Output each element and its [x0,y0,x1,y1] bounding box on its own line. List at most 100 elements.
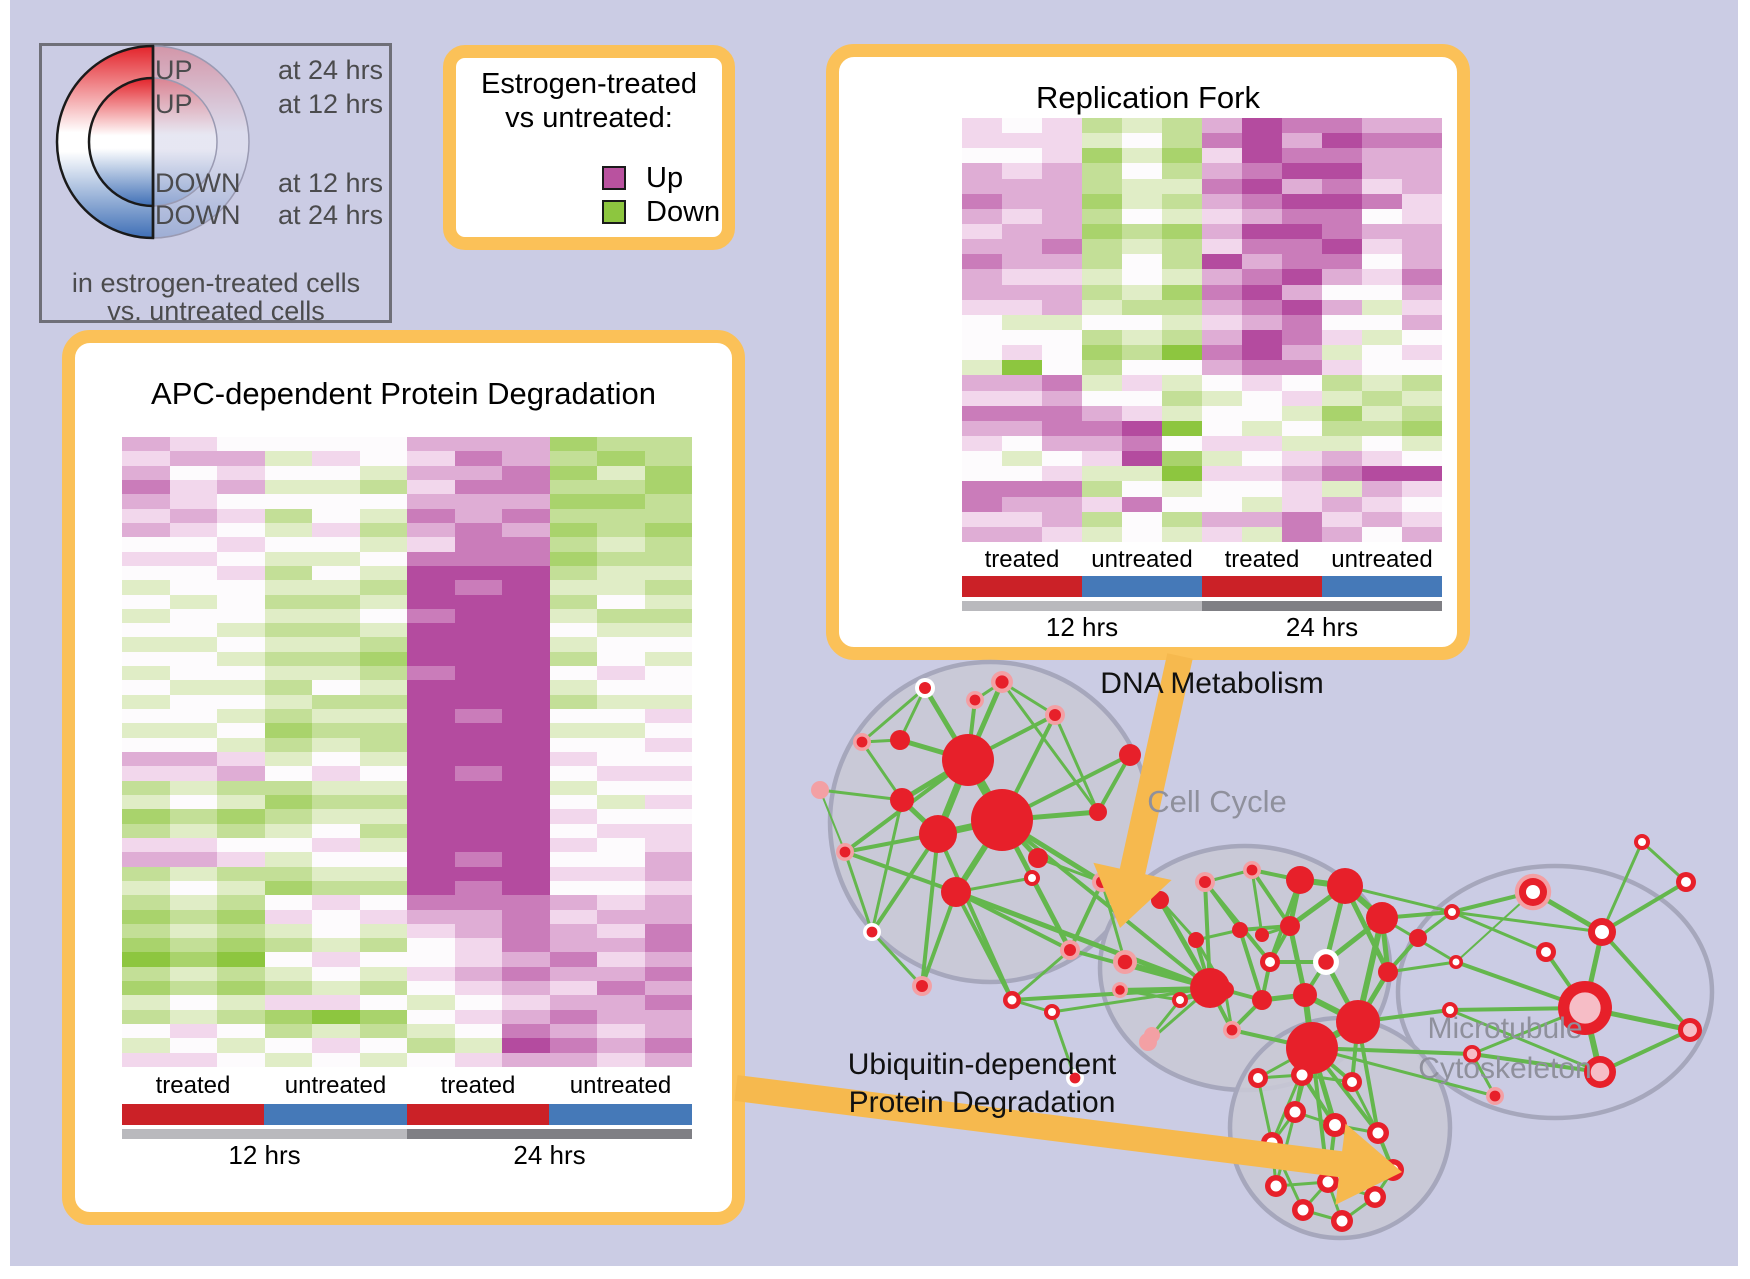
heatmap-cell [312,1038,360,1053]
heatmap-cell [1202,299,1242,315]
heatmap-cell [217,952,265,967]
heatmap-cell [502,1052,550,1067]
heatmap-cell [359,479,407,495]
heatmap-cell [1362,330,1402,346]
heatmap-cell [359,737,407,752]
heatmap-cell [217,479,265,495]
key-dir-down-12: DOWN [155,168,240,198]
heatmap-cell [454,909,502,924]
heatmap-cell [1202,193,1242,209]
heatmap-cell [1042,163,1082,179]
heatmap-cell [1082,420,1122,436]
heatmap-cell [597,437,645,452]
heatmap-cell [962,405,1002,421]
heatmap-cell [359,594,407,609]
heatmap-cell [312,437,360,452]
heatmap-cell [169,479,217,495]
heatmap-cell [1162,330,1202,346]
heatmap-cell [169,981,217,996]
heatmap-cell [1402,299,1442,315]
heatmap-cell [454,1052,502,1067]
heatmap-cell [1082,133,1122,149]
heatmap-cell [1162,284,1202,300]
heatmap-cell [359,895,407,910]
heatmap-cell [264,895,312,910]
heatmap-cell [264,880,312,896]
heatmap-cell [597,623,645,638]
heatmap-cell [454,895,502,910]
heatmap-cell [454,823,502,838]
heatmap-cell [502,551,550,566]
heatmap-cell [1282,451,1322,467]
heatmap-cell [1082,178,1122,194]
heatmap-cell [407,451,455,466]
heatmap-cell [1002,466,1042,482]
heatmap-cell [549,823,597,838]
heatmap-cell [1402,451,1442,467]
heatmap-cell [217,995,265,1010]
heatmap-cell [1042,133,1082,149]
heatmap-cell [549,451,597,466]
heatmap-cell [962,133,1002,149]
heatmap-cell [359,522,407,538]
heatmap-cell [312,766,360,781]
heatmap-cell [1362,163,1402,179]
heatmap-cell [644,752,692,767]
heatmap-cell [454,780,502,795]
heatmap-cell [1362,284,1402,300]
heatmap-cell [454,981,502,996]
heatmap-cell [264,809,312,824]
heatmap-cell [1122,375,1162,391]
heatmap-cell [217,522,265,538]
heatmap-cell [312,752,360,767]
heatmap-cell [1082,224,1122,240]
heatmap-cell [312,666,360,681]
heatmap-cell [549,479,597,495]
heatmap-cell [312,1052,360,1067]
heatmap-cell [359,995,407,1010]
heatmap-cell [407,594,455,609]
heatmap-cell [549,522,597,538]
heatmap-cell [359,565,407,581]
heatmap-cell [407,837,455,853]
heatmap-cell [359,923,407,939]
heatmap-cell [454,809,502,824]
heatmap-cell [1362,481,1402,497]
heatmap-cell [312,580,360,595]
heatmap-cell [1402,511,1442,527]
heatmap-cell [1242,526,1282,542]
heatmap-cell [1122,224,1162,240]
heatmap-cell [962,193,1002,209]
heatmap-cell [962,118,1002,134]
heatmap-cell [359,494,407,509]
heatmap-cell [1402,330,1442,346]
heatmap-cell [1122,345,1162,361]
heatmap-cell [217,637,265,652]
heatmap-cell [454,938,502,953]
heatmap-cell [597,809,645,824]
heatmap-cell [502,451,550,466]
heatmap-cell [1202,330,1242,346]
heatmap-cell [1122,390,1162,406]
heatmap-cell [502,837,550,853]
heatmap-cell [312,895,360,910]
heatmap-cell [217,694,265,710]
heatmap-cell [217,451,265,466]
key-footer-line1: in estrogen-treated cells [72,268,360,298]
heatmap-cell [264,580,312,595]
heatmap-cell [122,666,170,681]
heatmap-cell [502,522,550,538]
heatmap-cell [644,594,692,609]
heatmap-cell [217,666,265,681]
heatmap-cell [502,608,550,624]
heatmap-cell [1242,254,1282,270]
heatmap-cell [1362,466,1402,482]
heatmap-cell [264,551,312,566]
heatmap-cell [1202,208,1242,224]
heatmap-cell [597,608,645,624]
heatmap-cell [1362,496,1402,512]
heatmap-cell [217,852,265,867]
heatmap-cell [1162,390,1202,406]
heatmap-cell [407,1038,455,1053]
apc-12hrs-label: 12 hrs [228,1140,301,1170]
